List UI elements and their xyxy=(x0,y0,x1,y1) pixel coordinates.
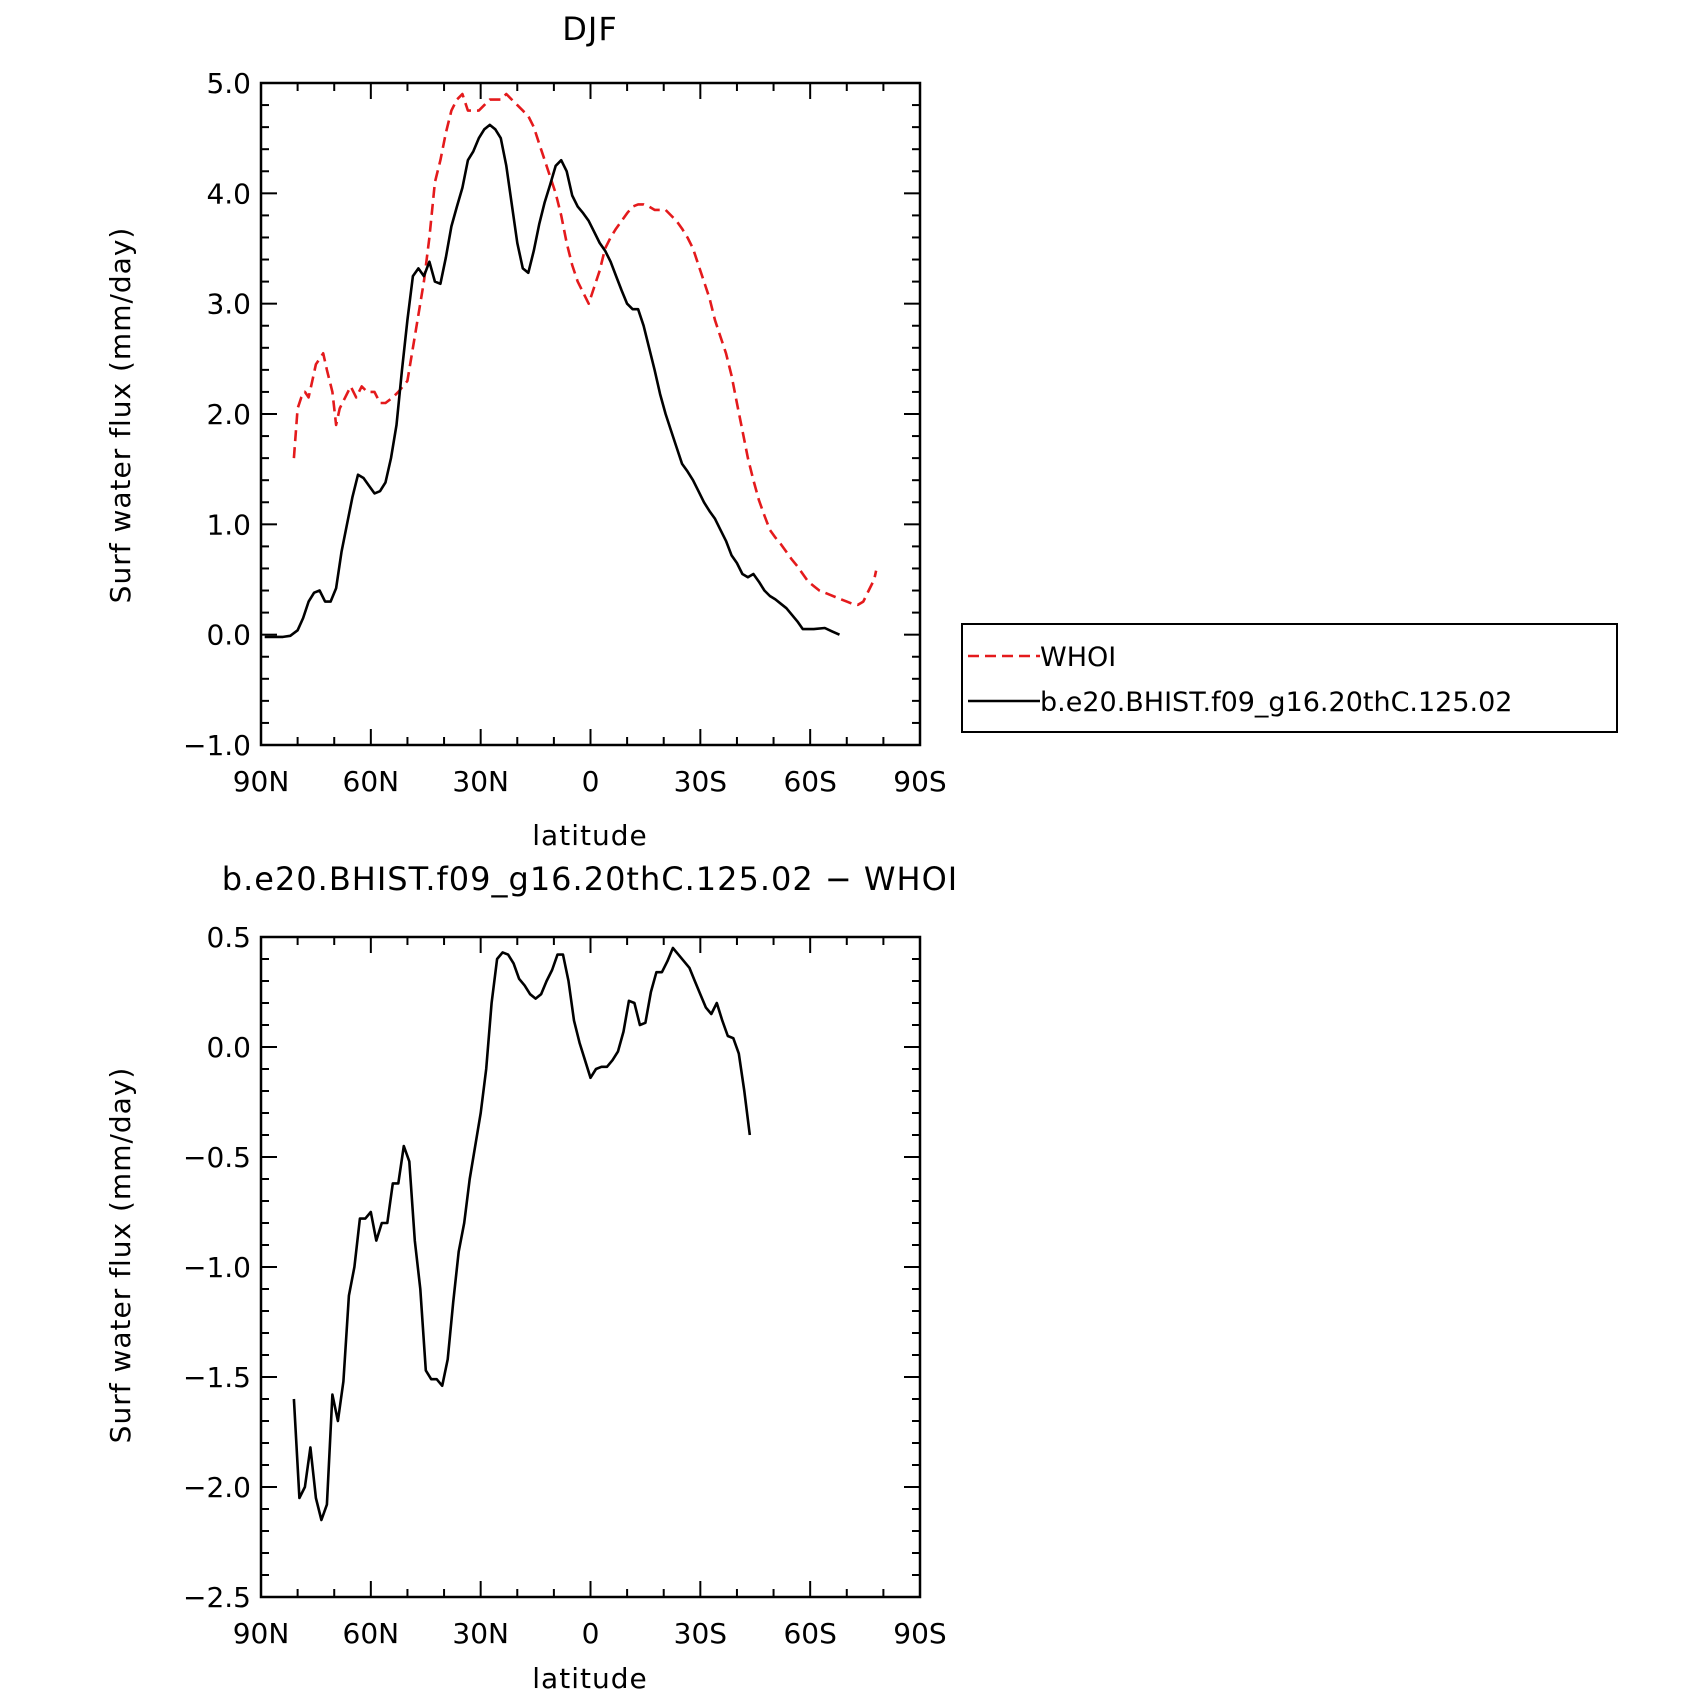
y-tick-label: −0.5 xyxy=(183,1141,251,1174)
bottom-panel-frame xyxy=(259,935,922,1599)
bottom-panel-title: b.e20.BHIST.f09_g16.20thC.125.02 − WHOI xyxy=(222,860,958,898)
y-tick-label: 4.0 xyxy=(206,177,251,210)
x-tick-label: 30N xyxy=(452,765,509,798)
y-tick-label: 1.0 xyxy=(206,508,251,541)
y-tick-label: 0.0 xyxy=(206,619,251,652)
bottom-panel: b.e20.BHIST.f09_g16.20thC.125.02 − WHOI … xyxy=(104,860,958,1695)
top-panel-ticks xyxy=(260,82,921,746)
x-tick-label: 90S xyxy=(893,765,946,798)
top-panel-ylabel: Surf water flux (mm/day) xyxy=(104,227,137,604)
y-tick-label: −1.0 xyxy=(183,1251,251,1284)
bottom-panel-ticks xyxy=(260,936,921,1598)
legend-label-model: b.e20.BHIST.f09_g16.20thC.125.02 xyxy=(1040,687,1512,718)
x-tick-label: 60N xyxy=(343,1617,400,1650)
y-tick-label: −2.0 xyxy=(183,1471,251,1504)
x-tick-label: 60S xyxy=(783,1617,836,1650)
y-tick-label: −1.0 xyxy=(183,729,251,762)
x-tick-label: 0 xyxy=(582,1617,600,1650)
x-tick-label: 0 xyxy=(582,765,600,798)
x-tick-label: 30S xyxy=(674,1617,727,1650)
legend-box xyxy=(961,623,1618,733)
top-panel-xlabel: latitude xyxy=(532,819,647,852)
x-tick-label: 90N xyxy=(233,1617,290,1650)
top-panel-title: DJF xyxy=(562,10,617,48)
x-tick-label: 60N xyxy=(343,765,400,798)
x-tick-label: 60S xyxy=(783,765,836,798)
y-tick-label: 2.0 xyxy=(206,398,251,431)
y-tick-label: −1.5 xyxy=(183,1361,251,1394)
bottom-panel-series xyxy=(292,946,752,1522)
x-tick-label: 90N xyxy=(233,765,290,798)
y-tick-label: 0.5 xyxy=(206,921,251,954)
top-panel-frame xyxy=(259,81,922,747)
x-tick-label: 90S xyxy=(893,1617,946,1650)
x-tick-label: 30N xyxy=(452,1617,509,1650)
bottom-panel-ylabel: Surf water flux (mm/day) xyxy=(104,1067,137,1444)
series-line-0 xyxy=(292,946,752,1522)
x-tick-label: 30S xyxy=(674,765,727,798)
top-panel-series xyxy=(264,92,878,639)
y-tick-label: 5.0 xyxy=(206,67,251,100)
y-tick-label: 0.0 xyxy=(206,1031,251,1064)
y-tick-label: 3.0 xyxy=(206,288,251,321)
top-panel: DJF Surf water flux (mm/day) latitude 5.… xyxy=(104,10,1618,852)
series-line-0 xyxy=(292,92,878,607)
bottom-panel-xlabel: latitude xyxy=(532,1662,647,1695)
legend-label-whoi: WHOI xyxy=(1040,642,1116,673)
series-line-1 xyxy=(264,123,841,639)
legend: WHOI b.e20.BHIST.f09_g16.20thC.125.02 xyxy=(961,623,1618,733)
y-tick-label: −2.5 xyxy=(183,1581,251,1614)
